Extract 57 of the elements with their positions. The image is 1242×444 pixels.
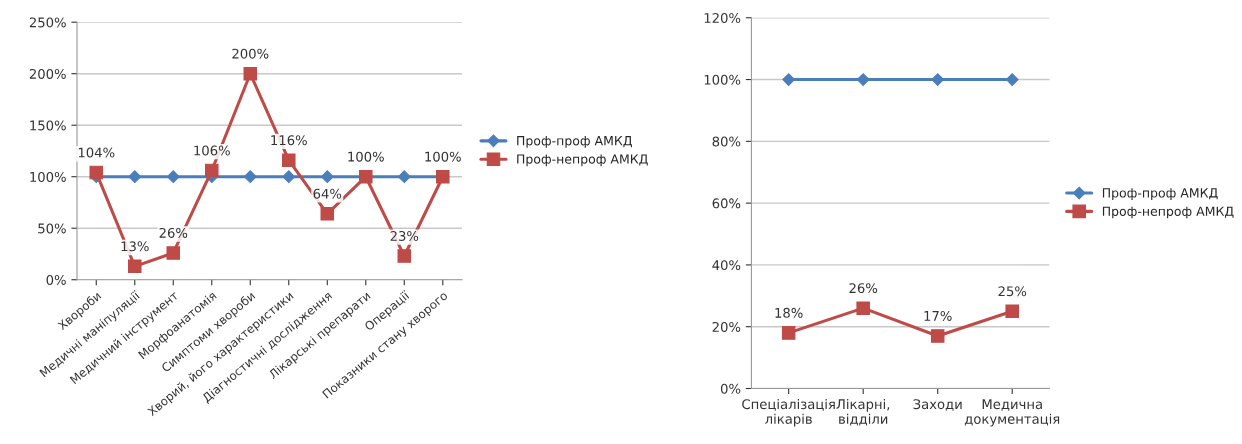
data-label: 100% — [425, 151, 461, 162]
data-label: 26% — [849, 283, 878, 294]
data-label: 104% — [78, 147, 115, 158]
data-label: 116% — [271, 135, 307, 146]
point — [89, 165, 104, 180]
y-tick-label: 20% — [712, 321, 741, 332]
x-tick-label: Спеціалізація лікарів — [742, 398, 835, 427]
point — [1005, 73, 1019, 86]
y-tick-label: 50% — [38, 223, 66, 234]
y-tick-label: 60% — [712, 198, 741, 209]
x-tick-label: Заходи — [913, 399, 962, 411]
y-tick-label: 40% — [712, 260, 741, 271]
legend-label: Проф-непроф АМКД — [517, 154, 648, 167]
data-label: 64% — [313, 188, 342, 199]
point — [397, 170, 411, 184]
point — [856, 73, 870, 86]
point — [166, 170, 180, 184]
point — [127, 259, 142, 274]
y-tick-label: 100% — [704, 74, 741, 85]
point — [243, 66, 258, 81]
y-tick-label: 120% — [704, 12, 741, 23]
y-tick-label: 200% — [29, 68, 66, 79]
x-tick-label: Лікарні, відділи — [836, 398, 890, 426]
point — [320, 207, 335, 221]
y-tick-label: 100% — [30, 171, 66, 182]
data-label: 106% — [194, 145, 230, 156]
y-tick-label: 80% — [712, 136, 741, 147]
y-tick-label: 0% — [720, 383, 741, 394]
data-label: 18% — [775, 307, 803, 318]
y-tick-label: 250% — [29, 17, 66, 28]
point — [397, 249, 412, 263]
y-tick-label: 0% — [46, 274, 66, 285]
legend-label: Проф-проф АМКД — [517, 136, 632, 148]
point — [320, 170, 334, 184]
point — [166, 246, 181, 260]
data-label: 25% — [998, 286, 1027, 297]
point — [282, 153, 296, 167]
legend-label: Проф-непроф АМКД — [1102, 206, 1234, 219]
point — [243, 170, 257, 184]
point — [931, 73, 945, 86]
point — [781, 326, 796, 340]
point — [856, 301, 870, 315]
y-tick-label: 150% — [30, 120, 66, 131]
point — [782, 73, 796, 86]
x-tick-label: Медична документація — [964, 399, 1060, 427]
point — [204, 163, 219, 178]
data-label: 200% — [232, 48, 269, 59]
point — [1005, 304, 1019, 319]
point — [930, 329, 945, 343]
data-label: 17% — [924, 310, 952, 321]
legend-label: Проф-проф АМКД — [1102, 188, 1218, 201]
data-label: 13% — [121, 241, 149, 252]
data-label: 23% — [390, 230, 419, 241]
point — [128, 170, 142, 184]
data-label: 26% — [159, 227, 188, 238]
point — [282, 170, 296, 184]
data-label: 100% — [348, 151, 384, 162]
